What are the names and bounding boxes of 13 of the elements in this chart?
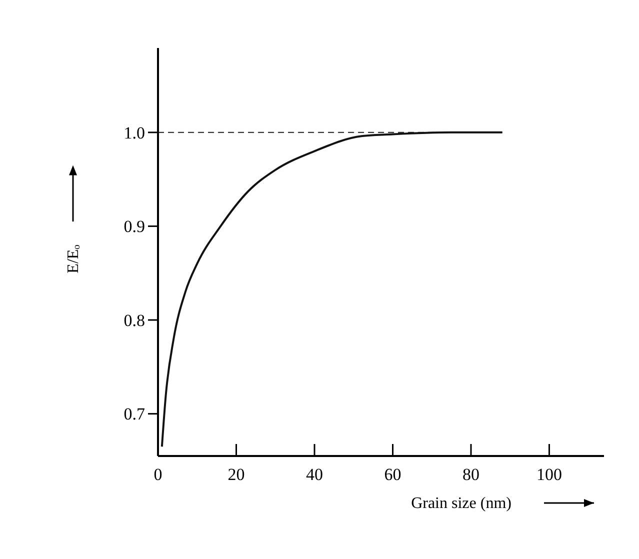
line-series — [160, 131, 504, 448]
x-tick-label: 0 — [154, 465, 162, 484]
x-tick-label: 80 — [462, 465, 480, 484]
x-tick-label: 20 — [228, 465, 245, 484]
x-tick-label: 40 — [306, 465, 323, 484]
y-tick-label: 0.7 — [124, 404, 146, 424]
x-axis-title: Grain size (nm) — [411, 495, 512, 512]
y-axis-title: E/Eₒ — [65, 244, 82, 274]
x-tick-label: 60 — [384, 465, 402, 484]
y-tick-label: 1.0 — [124, 123, 145, 142]
y-tick-label: 0.9 — [124, 217, 145, 236]
x-tick-label: 100 — [536, 465, 562, 484]
y-tick-label: 0.8 — [124, 310, 145, 330]
